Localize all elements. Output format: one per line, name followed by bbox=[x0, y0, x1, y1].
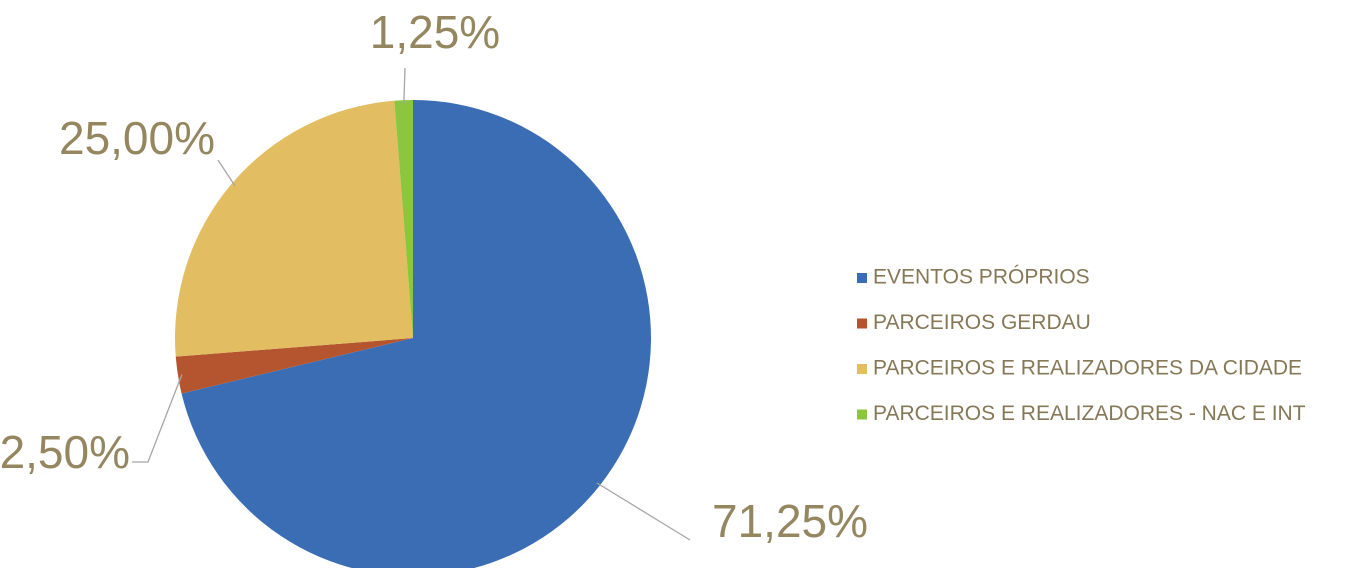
data-label: 1,25% bbox=[370, 6, 500, 58]
data-label: 71,25% bbox=[712, 495, 868, 547]
legend-label: PARCEIROS E REALIZADORES DA CIDADE bbox=[873, 357, 1302, 380]
leader-line bbox=[132, 374, 183, 463]
legend-label: PARCEIROS GERDAU bbox=[873, 311, 1091, 334]
leader-line bbox=[596, 482, 691, 541]
legend-swatch bbox=[857, 273, 867, 283]
data-label: 2,50% bbox=[0, 426, 130, 478]
pie-slice bbox=[175, 100, 413, 357]
pie-slice bbox=[175, 338, 413, 394]
leader-line bbox=[217, 159, 236, 187]
data-label: 25,00% bbox=[59, 112, 215, 164]
legend-swatch bbox=[857, 364, 867, 374]
legend-label: EVENTOS PRÓPRIOS bbox=[873, 266, 1090, 289]
pie-slice bbox=[181, 100, 651, 568]
legend-label: PARCEIROS E REALIZADORES - NAC E INT bbox=[873, 402, 1306, 425]
legend-swatch bbox=[857, 318, 867, 329]
legend-swatch bbox=[857, 409, 867, 420]
pie-slice bbox=[394, 100, 413, 338]
leader-line bbox=[403, 67, 406, 105]
